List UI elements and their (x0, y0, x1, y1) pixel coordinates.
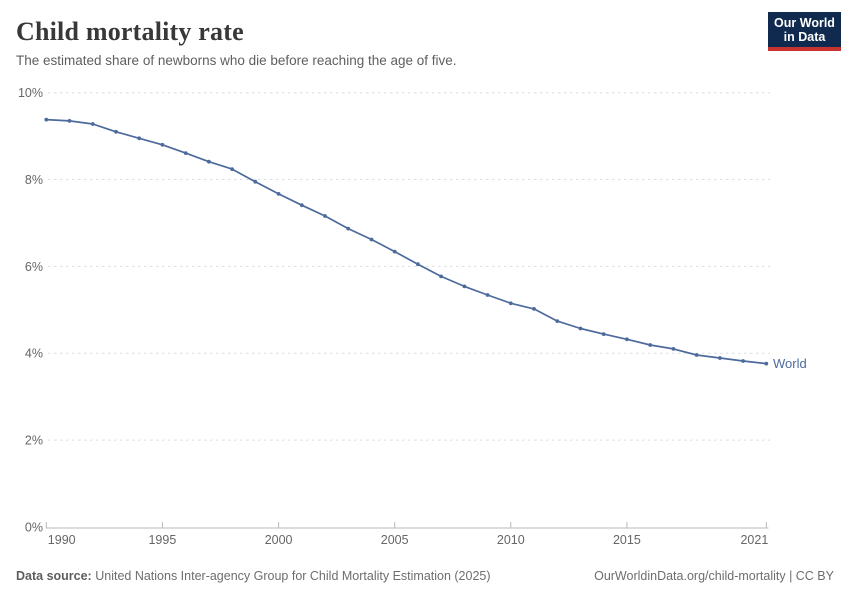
data-point-marker[interactable] (764, 361, 769, 366)
page-title: Child mortality rate (16, 17, 244, 46)
data-point-marker[interactable] (183, 151, 188, 156)
data-point-marker[interactable] (137, 136, 142, 141)
data-point-marker[interactable] (694, 353, 699, 357)
data-point-marker[interactable] (485, 293, 490, 297)
data-point-marker[interactable] (114, 129, 118, 134)
data-point-marker[interactable] (253, 179, 258, 184)
owid-url-license-link[interactable]: OurWorldinData.org/child-mortality | CC … (594, 569, 834, 583)
data-point-marker[interactable] (718, 356, 722, 360)
y-axis-tick-label: 2% (25, 434, 43, 448)
data-point-marker[interactable] (346, 226, 351, 231)
data-point-marker[interactable] (299, 203, 304, 208)
data-source-note: Data source: United Nations Inter-agency… (16, 569, 491, 583)
data-point-marker[interactable] (276, 192, 281, 196)
y-axis-tick-label: 8% (25, 173, 43, 187)
data-point-marker[interactable] (439, 274, 443, 279)
data-point-marker[interactable] (230, 167, 235, 172)
y-axis-tick-label: 4% (25, 347, 43, 361)
data-point-marker[interactable] (555, 319, 560, 323)
x-axis-tick-label: 2005 (381, 533, 409, 547)
data-point-marker[interactable] (648, 343, 653, 347)
chart-header: Child mortality rate The estimated share… (16, 17, 756, 68)
data-point-marker[interactable] (578, 326, 583, 331)
owid-logo[interactable]: Our World in Data (768, 12, 841, 51)
chart-subtitle: The estimated share of newborns who die … (16, 52, 457, 68)
data-point-marker[interactable] (369, 237, 374, 242)
data-point-marker[interactable] (532, 307, 536, 311)
series-label-world[interactable]: World (773, 356, 807, 371)
data-point-marker[interactable] (323, 214, 327, 218)
owid-logo-line2: in Data (783, 30, 826, 44)
data-point-marker[interactable] (416, 262, 420, 267)
data-point-marker[interactable] (392, 249, 397, 254)
x-axis-tick-label: 1995 (148, 533, 176, 547)
y-axis-tick-label: 6% (25, 260, 43, 274)
x-axis-tick-label: 2010 (497, 533, 525, 547)
x-axis-tick-label: 2021 (740, 533, 768, 547)
data-source-label: Data source: (16, 569, 92, 583)
data-point-marker[interactable] (462, 284, 467, 289)
data-point-marker[interactable] (601, 332, 606, 336)
owid-logo-line1: Our World (774, 16, 835, 30)
data-point-marker[interactable] (671, 347, 676, 351)
data-source-text: United Nations Inter-agency Group for Ch… (95, 569, 491, 583)
data-point-marker[interactable] (508, 301, 513, 306)
x-axis-tick-label: 2015 (613, 533, 641, 547)
chart-footer: Data source: United Nations Inter-agency… (16, 569, 834, 583)
data-point-marker[interactable] (625, 337, 629, 342)
data-point-marker[interactable] (67, 119, 72, 123)
data-point-marker[interactable] (44, 117, 49, 122)
data-point-marker[interactable] (207, 159, 211, 164)
data-point-marker[interactable] (741, 359, 745, 363)
y-axis-tick-label: 10% (18, 86, 43, 100)
x-axis-tick-label: 1990 (48, 533, 76, 547)
data-point-marker[interactable] (160, 142, 165, 147)
y-axis-tick-label: 0% (25, 520, 43, 534)
data-point-marker[interactable] (90, 122, 95, 126)
x-axis-tick-label: 2000 (265, 533, 293, 547)
world-line-series[interactable] (46, 118, 767, 365)
